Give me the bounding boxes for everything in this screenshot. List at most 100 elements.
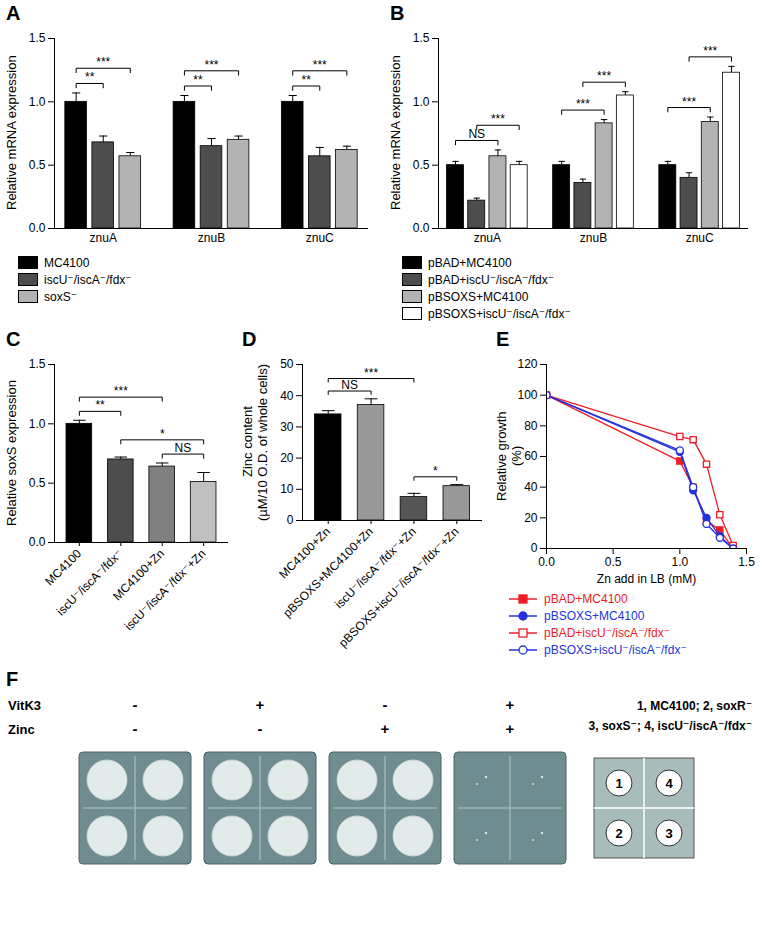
svg-text:2: 2 (615, 826, 622, 841)
svg-text:40: 40 (280, 389, 294, 403)
svg-text:0.0: 0.0 (29, 221, 46, 235)
svg-text:120: 120 (517, 357, 537, 371)
svg-text:iscU⁻/iscA⁻/fdx⁻+Zn: iscU⁻/iscA⁻/fdx⁻+Zn (332, 524, 419, 611)
svg-text:-: - (133, 720, 138, 737)
svg-text:0.0: 0.0 (538, 555, 555, 569)
html-text:C: C (6, 328, 21, 350)
svg-text:znuB: znuB (198, 231, 225, 245)
svg-text:+: + (256, 696, 265, 713)
svg-text:1.5: 1.5 (413, 31, 430, 45)
svg-text:znuA: znuA (474, 231, 501, 245)
svg-text:***: *** (364, 366, 378, 380)
svg-text:iscU⁻/iscA⁻/fdx⁻+Zn: iscU⁻/iscA⁻/fdx⁻+Zn (122, 546, 209, 633)
svg-text:4: 4 (665, 776, 673, 791)
html-text:Zinc content (µM/10 O.D. of wh: Zinc content (µM/10 O.D. of whole cells) (240, 363, 270, 521)
html-text:pBAD+iscU⁻/iscA⁻/fdx⁻: pBAD+iscU⁻/iscA⁻/fdx⁻ (428, 272, 554, 287)
html-text:pBSOXS+MC4100: pBSOXS+MC4100 (544, 608, 645, 623)
svg-text:100: 100 (517, 388, 537, 402)
svg-text:**: ** (193, 73, 203, 87)
html-text:pBSOXS+MC4100: pBSOXS+MC4100 (428, 289, 529, 304)
svg-text:40: 40 (524, 480, 538, 494)
html-text:iscU⁻/iscA⁻/fdx⁻: iscU⁻/iscA⁻/fdx⁻ (44, 272, 132, 287)
svg-text:1.0: 1.0 (671, 555, 688, 569)
svg-text:1.0: 1.0 (29, 95, 46, 109)
svg-text:80: 80 (524, 419, 538, 433)
svg-text:znuC: znuC (686, 231, 714, 245)
html-text:Relative mRNA expression: Relative mRNA expression (388, 55, 403, 211)
svg-text:Zn add in LB (mM): Zn add in LB (mM) (597, 572, 696, 586)
svg-text:0.5: 0.5 (413, 158, 430, 172)
svg-text:Zinc: Zinc (8, 722, 35, 737)
svg-text:0.5: 0.5 (605, 555, 622, 569)
svg-text:0.0: 0.0 (413, 221, 430, 235)
svg-text:+: + (506, 720, 515, 737)
svg-text:***: *** (597, 69, 611, 83)
svg-text:1: 1 (615, 776, 622, 791)
svg-text:***: *** (114, 384, 128, 398)
svg-text:MC4100+Zn: MC4100+Zn (110, 546, 168, 604)
svg-text:pBSOXS+MC4100+Zn: pBSOXS+MC4100+Zn (280, 524, 376, 621)
svg-text:1, MC4100; 2, soxR⁻: 1, MC4100; 2, soxR⁻ (637, 699, 752, 713)
html-text:A: A (6, 2, 21, 24)
html-text:D: D (242, 328, 257, 350)
svg-text:-: - (383, 696, 388, 713)
svg-text:60: 60 (524, 449, 538, 463)
svg-text:**: ** (85, 70, 95, 84)
svg-text:0.5: 0.5 (29, 158, 46, 172)
svg-text:0.5: 0.5 (29, 476, 46, 490)
svg-text:NS: NS (341, 378, 358, 392)
svg-text:50: 50 (280, 357, 294, 371)
html-text:Relative soxS expression: Relative soxS expression (4, 380, 19, 526)
svg-text:+: + (381, 720, 390, 737)
svg-text:iscU⁻/iscA⁻/fdx⁻: iscU⁻/iscA⁻/fdx⁻ (54, 546, 126, 618)
svg-text:pBSOXS+iscU⁻/iscA⁻/fdx⁻+Zn: pBSOXS+iscU⁻/iscA⁻/fdx⁻+Zn (336, 524, 462, 650)
svg-text:***: *** (491, 112, 505, 126)
svg-text:+: + (506, 696, 515, 713)
svg-text:znuB: znuB (580, 231, 607, 245)
html-text:pBSOXS+iscU⁻/iscA⁻/fdx⁻: pBSOXS+iscU⁻/iscA⁻/fdx⁻ (544, 642, 687, 657)
svg-text:0.0: 0.0 (29, 535, 46, 549)
svg-text:10: 10 (280, 482, 294, 496)
svg-text:1.0: 1.0 (29, 417, 46, 431)
svg-text:MC4100: MC4100 (42, 546, 84, 588)
html-text:pBAD+MC4100: pBAD+MC4100 (544, 591, 628, 606)
svg-text:***: *** (703, 44, 717, 58)
svg-text:1.5: 1.5 (29, 357, 46, 371)
html-text:soxS⁻: soxS⁻ (44, 289, 77, 304)
svg-text:znuA: znuA (90, 231, 117, 245)
svg-text:*: * (433, 464, 438, 478)
html-text:Relative mRNA expression: Relative mRNA expression (4, 55, 19, 211)
html-text:MC4100: MC4100 (44, 255, 90, 270)
svg-text:1.0: 1.0 (413, 95, 430, 109)
svg-text:NS: NS (175, 441, 192, 455)
svg-text:VitK3: VitK3 (8, 698, 41, 713)
svg-text:1.5: 1.5 (738, 555, 755, 569)
svg-text:MC4100+Zn: MC4100+Zn (276, 524, 334, 582)
html-text:E: E (496, 328, 510, 350)
svg-text:**: ** (95, 398, 105, 412)
html-text:B: B (390, 2, 405, 24)
svg-text:1.5: 1.5 (29, 31, 46, 45)
html-text:pBAD+iscU⁻/iscA⁻/fdx⁻: pBAD+iscU⁻/iscA⁻/fdx⁻ (544, 625, 670, 640)
html-text:pBSOXS+iscU⁻/iscA⁻/fdx⁻: pBSOXS+iscU⁻/iscA⁻/fdx⁻ (428, 306, 571, 321)
svg-text:-: - (258, 720, 263, 737)
svg-text:***: *** (96, 55, 110, 69)
svg-text:20: 20 (280, 451, 294, 465)
svg-text:3, soxS⁻; 4, iscU⁻/iscA⁻/fdx⁻: 3, soxS⁻; 4, iscU⁻/iscA⁻/fdx⁻ (589, 719, 752, 733)
svg-text:0: 0 (287, 513, 294, 527)
svg-text:NS: NS (468, 127, 485, 141)
svg-text:**: ** (302, 73, 312, 87)
svg-text:0: 0 (531, 541, 538, 555)
svg-text:***: *** (576, 97, 590, 111)
svg-text:***: *** (204, 58, 218, 72)
svg-text:***: *** (682, 95, 696, 109)
html-text:Relative growth (%): Relative growth (%) (494, 411, 524, 501)
svg-text:3: 3 (665, 826, 672, 841)
svg-text:20: 20 (524, 511, 538, 525)
svg-text:-: - (133, 696, 138, 713)
svg-text:*: * (160, 427, 165, 441)
svg-text:znuC: znuC (306, 231, 334, 245)
html-text:pBAD+MC4100: pBAD+MC4100 (428, 255, 512, 270)
svg-text:***: *** (313, 58, 327, 72)
svg-text:30: 30 (280, 420, 294, 434)
